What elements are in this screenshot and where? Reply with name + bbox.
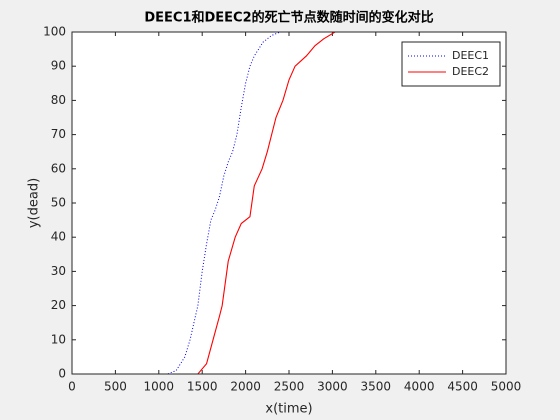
axes-box	[71, 31, 507, 375]
plot-area	[72, 32, 506, 374]
legend-label: DEEC2	[452, 65, 489, 78]
legend-box	[401, 41, 501, 87]
y-tick-label: 30	[51, 264, 66, 278]
y-tick-label: 100	[43, 25, 66, 39]
x-tick-label: 1500	[187, 380, 218, 394]
legend-label: DEEC1	[452, 49, 489, 62]
x-tick-label: 4500	[447, 380, 478, 394]
y-tick-label: 0	[58, 367, 66, 381]
x-tick-label: 1000	[144, 380, 175, 394]
x-tick-label: 2500	[274, 380, 305, 394]
y-tick-label: 40	[51, 230, 66, 244]
y-tick-label: 80	[51, 93, 66, 107]
x-tick-label: 5000	[491, 380, 522, 394]
y-axis-label: y(dead)	[27, 178, 42, 228]
chart-title: DEEC1和DEEC2的死亡节点数随时间的变化对比	[144, 10, 433, 26]
x-tick-label: 3000	[317, 380, 348, 394]
x-tick-label: 3500	[361, 380, 392, 394]
x-tick-label: 0	[68, 380, 76, 394]
y-tick-label: 50	[51, 196, 66, 210]
x-tick-label: 4000	[404, 380, 435, 394]
data-line	[72, 31, 506, 375]
y-tick-label: 90	[51, 59, 66, 73]
y-tick-label: 70	[51, 127, 66, 141]
x-tick-label: 2000	[230, 380, 261, 394]
y-tick-label: 10	[51, 332, 66, 346]
x-tick-label: 500	[104, 380, 127, 394]
y-tick-label: 60	[51, 161, 66, 175]
x-axis-label: x(time)	[265, 402, 312, 417]
data-line	[72, 31, 506, 375]
y-tick-label: 20	[51, 298, 66, 312]
